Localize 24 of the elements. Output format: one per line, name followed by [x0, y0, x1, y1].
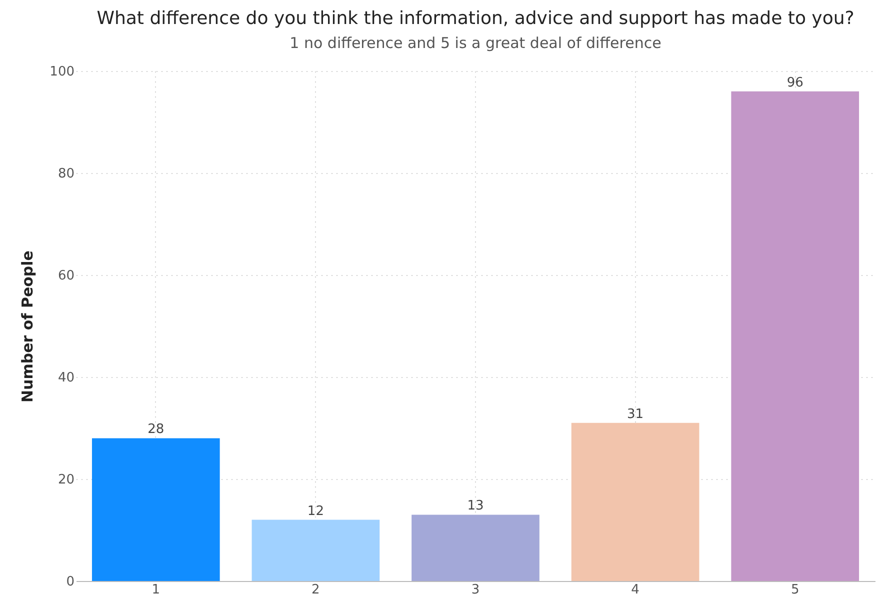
x-tick-label: 2 [312, 582, 320, 598]
x-tick-label: 5 [790, 582, 800, 598]
x-tick-label: 3 [471, 582, 480, 598]
y-tick-label: 20 [58, 472, 74, 488]
y-tick-label: 60 [58, 268, 74, 284]
data-label: 28 [148, 422, 164, 438]
y-tick-label: 40 [58, 370, 74, 386]
y-tick-label: 0 [66, 574, 74, 590]
chart-title: What difference do you think the information, advice and support has made to you? [96, 8, 854, 29]
bar [571, 422, 700, 581]
data-label: 96 [786, 75, 804, 90]
data-label: 12 [307, 504, 324, 519]
x-tick-label: 1 [152, 582, 160, 598]
bar [92, 438, 220, 581]
bar [731, 91, 860, 581]
y-tick-label: 100 [50, 64, 74, 80]
data-label: 31 [627, 406, 644, 422]
data-label: 13 [467, 498, 484, 514]
bar [412, 514, 540, 581]
y-axis-title: Number of People [18, 250, 37, 402]
y-tick-label: 80 [58, 166, 74, 182]
chart-subtitle: 1 no difference and 5 is a great deal of difference [290, 34, 662, 52]
bar [252, 520, 380, 581]
x-tick-label: 4 [631, 582, 640, 598]
